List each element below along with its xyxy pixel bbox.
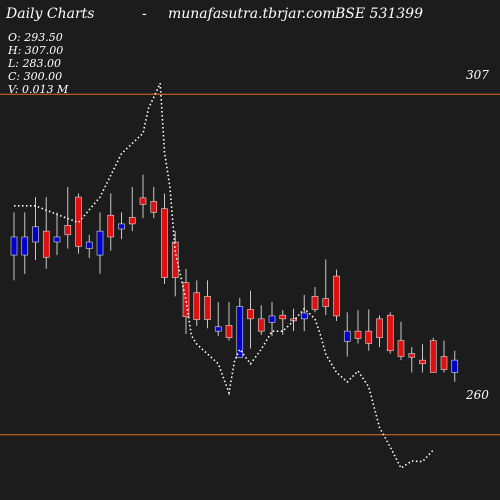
candle-body-16 xyxy=(182,282,190,317)
candle-body-13 xyxy=(150,201,158,213)
level-label-307: 307 xyxy=(466,68,489,82)
site-name: munafasutra.tbrjar.com xyxy=(168,6,336,22)
candle-body-35 xyxy=(386,314,394,352)
candle-body-8 xyxy=(96,230,104,256)
candle-body-34 xyxy=(376,318,383,338)
candle-body-38 xyxy=(419,359,426,365)
candle-body-21 xyxy=(236,306,244,358)
candle-body-9 xyxy=(107,214,115,238)
candle-body-2 xyxy=(32,226,39,243)
candle-body-36 xyxy=(397,340,405,357)
level-label-260: 260 xyxy=(466,388,489,402)
candle-body-17 xyxy=(193,292,201,320)
candle-body-4 xyxy=(53,236,61,243)
candle-body-19 xyxy=(214,326,222,332)
candle-body-41 xyxy=(451,359,459,373)
low-value: L: 283.00 xyxy=(8,57,61,70)
candle-body-23 xyxy=(257,318,265,332)
candle-body-20 xyxy=(225,325,233,338)
candle-body-32 xyxy=(354,330,362,339)
candle-body-40 xyxy=(440,356,448,370)
header-dash: - xyxy=(142,6,147,22)
volume-value: V: 0.013 M xyxy=(8,83,69,96)
candle-body-25 xyxy=(279,314,287,320)
candle-body-7 xyxy=(85,241,93,249)
close-value: C: 300.00 xyxy=(8,70,63,83)
candle-body-30 xyxy=(333,275,340,317)
candle-body-14 xyxy=(161,208,168,278)
candle-body-3 xyxy=(42,230,50,258)
candle-body-37 xyxy=(408,353,416,358)
candle-body-15 xyxy=(171,241,179,278)
overlay-line xyxy=(14,82,434,470)
candle-body-12 xyxy=(139,197,147,205)
chart-label: Daily Charts xyxy=(6,6,95,22)
candle-body-10 xyxy=(118,223,125,230)
candle-body-11 xyxy=(128,217,136,225)
candle-body-24 xyxy=(268,315,276,323)
candle-body-1 xyxy=(21,236,29,256)
candle-body-39 xyxy=(429,340,437,373)
candle-body-31 xyxy=(343,330,351,342)
candle-body-33 xyxy=(365,330,373,344)
candle-body-29 xyxy=(322,298,330,307)
candle-body-5 xyxy=(64,225,72,236)
stock-symbol: BSE 531399 xyxy=(335,6,423,22)
candle-body-27 xyxy=(300,312,308,320)
candle-body-0 xyxy=(10,236,18,256)
high-value: H: 307.00 xyxy=(8,44,64,57)
candle-body-28 xyxy=(311,296,319,310)
open-value: O: 293.50 xyxy=(8,31,63,44)
candle-body-22 xyxy=(247,309,254,320)
candle-body-18 xyxy=(204,296,211,320)
